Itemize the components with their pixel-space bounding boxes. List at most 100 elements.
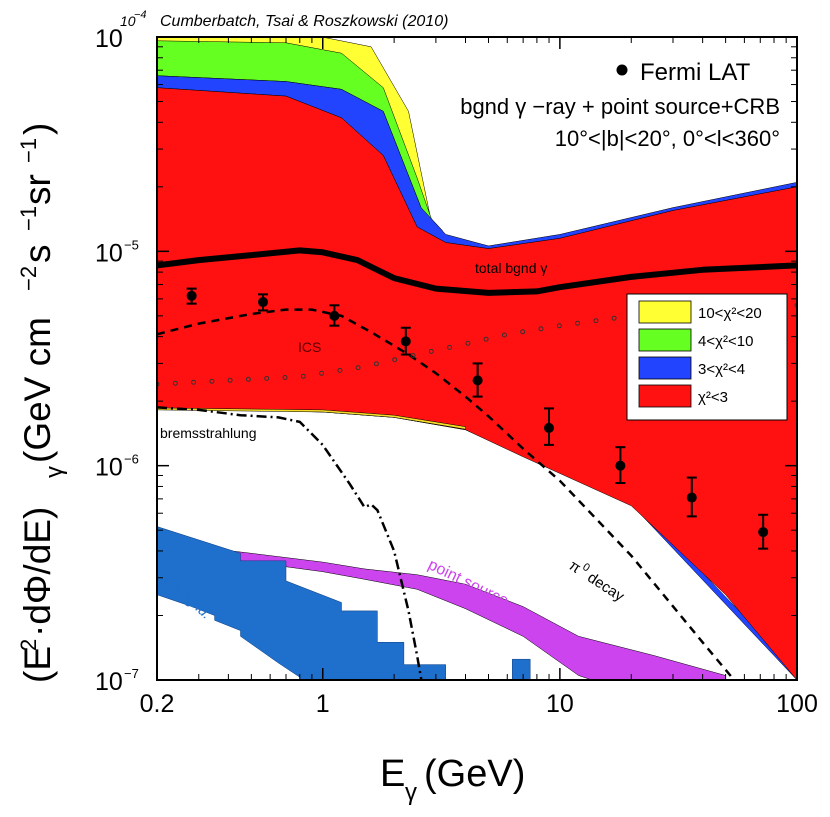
y-tick-label-base: 10: [95, 668, 123, 696]
band-cr-bgnd-high: [512, 658, 531, 680]
pi0-decay-marker: [191, 379, 197, 385]
y-tick-label-base: 10: [95, 454, 123, 482]
y-label-units-a: (GeV cm: [17, 317, 58, 463]
fermi-marker: [686, 492, 697, 503]
fermi-marker: [186, 290, 197, 301]
legend-swatch: [638, 384, 692, 408]
fermi-data-point: [758, 513, 769, 550]
y-label-units-c: sr: [17, 174, 58, 205]
y-label-sup3: −1: [16, 206, 41, 231]
y-label-mid: ·dΦ/dE): [17, 507, 58, 637]
line-total-bgnd: [157, 247, 797, 296]
y-label-sub: γ: [41, 466, 68, 478]
x-axis-label: E γ (GeV): [380, 753, 525, 806]
info-line-3: 10°<|b|<20°, 0°<l<360°: [555, 126, 780, 151]
y-label-sup2: −2: [16, 266, 41, 291]
legend-swatch: [638, 356, 692, 380]
legend-swatch: [638, 328, 692, 352]
pi0-decay-marker: [245, 376, 251, 382]
pi0-decay-marker: [300, 373, 306, 379]
pi0-decay-marker: [157, 381, 160, 387]
fermi-data-point: [329, 304, 340, 327]
x-tick-label: 1: [316, 690, 330, 718]
fermi-marker: [400, 336, 411, 347]
band-point-source: [157, 541, 726, 680]
pi0-decay-marker: [227, 377, 233, 383]
pi0-decay-marker: [172, 380, 178, 386]
fermi-data-point: [615, 446, 626, 485]
pi0-decay-marker: [794, 302, 797, 308]
fermi-marker: [472, 375, 483, 386]
pi0-decay-marker: [264, 375, 270, 381]
fermi-data-point: [686, 476, 697, 518]
pi0-decay-marker: [428, 348, 434, 354]
pi0-decay-marker: [373, 361, 379, 367]
pi0-decay-marker: [319, 370, 325, 376]
y-tick-label-base: 10: [95, 25, 123, 53]
pi0-decay-marker: [337, 367, 343, 373]
y-label-sup4: −1: [16, 138, 41, 163]
pi0-decay-marker: [465, 340, 471, 346]
x-label-sub: γ: [405, 779, 417, 806]
legend-swatch: [638, 300, 692, 324]
legend-items: 10<χ²<20 4<χ²<10 3<χ²<4 χ²<3: [638, 300, 762, 408]
y-label-units-b: s: [17, 245, 58, 264]
label-pi0-decay: π 0 decay: [566, 557, 628, 605]
x-tick-label: 100: [776, 690, 818, 718]
pi0-decay-marker: [501, 332, 507, 338]
y-tick-label-base: 10: [95, 239, 123, 267]
y-tick-label-exp: −5: [124, 237, 139, 252]
info-block: Fermi LAT bgnd γ −ray + point source+CRB…: [460, 59, 780, 151]
axes-frame: [156, 36, 798, 681]
pi0-decay-marker: [410, 353, 416, 358]
plot-area: [157, 37, 797, 680]
fermi-data-point: [258, 293, 269, 312]
points-layer: [186, 287, 769, 550]
legend-label: χ²<3: [698, 389, 728, 406]
pi0-decay-marker: [483, 336, 489, 342]
fermi-data-point: [472, 362, 483, 398]
pi0-superscript: 0: [580, 561, 592, 574]
exponent-10: 10: [120, 13, 136, 29]
fermi-marker: [258, 297, 269, 308]
label-total-bgnd: total bgnd γ: [475, 260, 547, 276]
pi0-decay-marker: [611, 315, 617, 321]
y-tick-label-exp: −6: [124, 452, 139, 467]
legend-label: 4<χ²<10: [698, 333, 753, 350]
fermi-label: Fermi LAT: [640, 59, 751, 86]
x-tick-label: 0.2: [140, 690, 175, 718]
pi0-decay-marker: [556, 323, 562, 329]
x-label-main: E: [380, 753, 405, 795]
y-tick-label-exp: −7: [124, 666, 139, 681]
pi0-decay-marker: [520, 329, 526, 335]
fermi-marker: [544, 422, 555, 433]
y-axis-label: (E 2 ·dΦ/dE) γ (GeV cm −2 s −1 sr −1 ): [16, 123, 68, 683]
pi0-decay-marker: [392, 357, 398, 363]
y-label-close: ): [17, 123, 58, 135]
info-line-2: bgnd γ −ray + point source+CRB: [460, 94, 780, 119]
label-bremsstrahlung: bremsstrahlung: [160, 425, 257, 441]
legend: 10<χ²<20 4<χ²<10 3<χ²<4 χ²<3: [626, 293, 788, 421]
pi0-decay-marker: [355, 365, 361, 371]
pi0-decay-marker: [209, 378, 215, 384]
fermi-data-point: [400, 326, 411, 356]
fermi-data-point: [544, 407, 555, 446]
fermi-marker-icon: [616, 64, 628, 76]
legend-label: 3<χ²<4: [698, 361, 745, 378]
pi0-decay-marker: [538, 326, 544, 332]
pi0-decay-marker: [282, 375, 288, 380]
x-label-unit: (GeV): [424, 753, 525, 795]
pi0-decay-word: decay: [584, 569, 627, 605]
y-label-sup1: 2: [16, 639, 41, 651]
citation: Cumberbatch, Tsai & Roszkowski (2010): [160, 13, 448, 30]
fermi-marker: [615, 460, 626, 471]
x-tick-label: 10: [546, 690, 574, 718]
label-ics: ICS: [298, 339, 321, 355]
y-label-open: (E: [17, 646, 58, 683]
pi0-symbol: π: [566, 557, 584, 577]
fermi-marker: [329, 310, 340, 321]
line-ics: [157, 308, 736, 680]
exponent-value: −4: [134, 9, 147, 21]
